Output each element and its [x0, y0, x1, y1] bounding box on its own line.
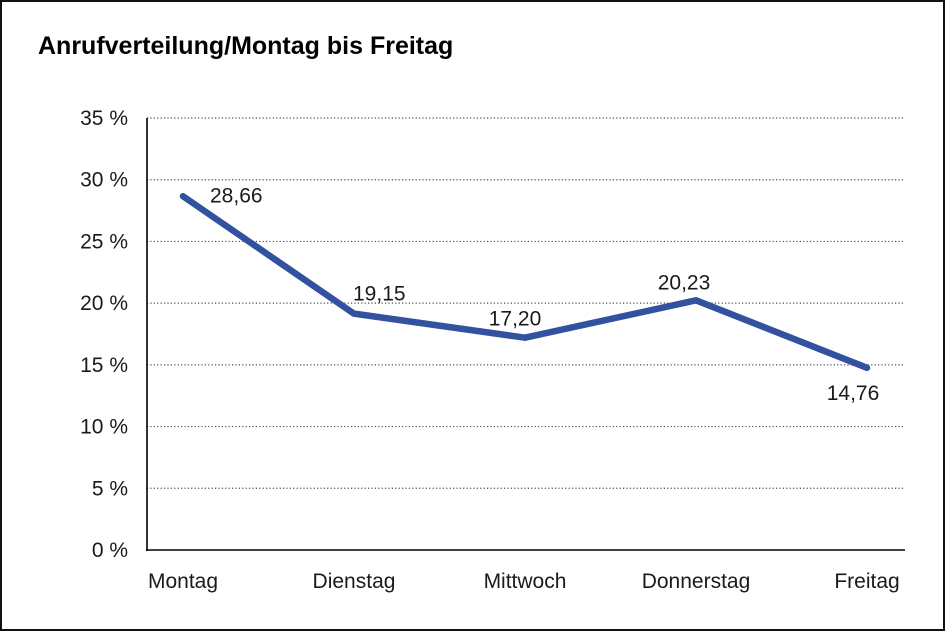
x-axis-label: Donnerstag: [642, 570, 751, 593]
y-axis-tick-label: 15 %: [80, 354, 128, 377]
y-axis-tick-label: 25 %: [80, 230, 128, 253]
y-axis-tick-label: 30 %: [80, 169, 128, 192]
x-axis-label: Freitag: [834, 570, 899, 593]
y-axis-tick-label: 35 %: [80, 107, 128, 130]
data-point-label: 17,20: [489, 308, 542, 331]
data-point-label: 14,76: [827, 382, 880, 405]
x-axis-label: Dienstag: [313, 570, 396, 593]
y-axis-tick-label: 0 %: [92, 539, 128, 562]
data-series-line: [179, 193, 871, 372]
y-axis-tick-label: 10 %: [80, 416, 128, 439]
x-axis-label: Mittwoch: [484, 570, 567, 593]
data-point-label: 19,15: [353, 283, 406, 306]
data-point-label: 28,66: [210, 184, 263, 207]
x-axis-label: Montag: [148, 570, 218, 593]
chart-title: Anrufverteilung/Montag bis Freitag: [38, 32, 454, 60]
y-axis-tick-label: 5 %: [92, 477, 128, 500]
data-point-label: 20,23: [658, 271, 711, 294]
y-axis-tick-label: 20 %: [80, 292, 128, 315]
